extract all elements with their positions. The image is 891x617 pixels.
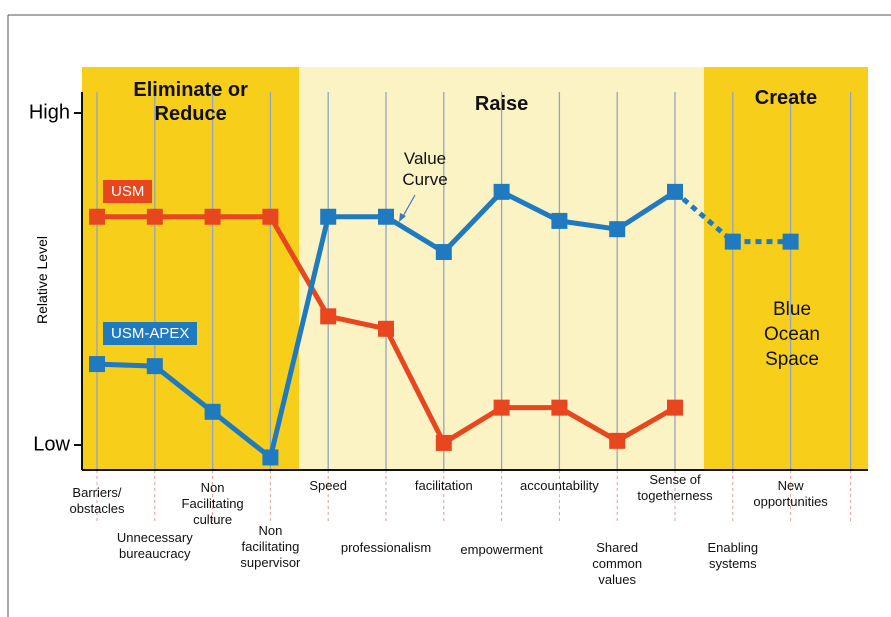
x-tick-label: Enabling systems [707, 540, 759, 571]
series-marker [551, 399, 568, 416]
series-marker [667, 183, 683, 200]
series-marker [667, 399, 683, 416]
series-marker [435, 244, 452, 261]
series-marker [89, 356, 105, 373]
x-tick-label: empowerment [460, 542, 543, 557]
y-tick-label: High [29, 101, 70, 123]
series-marker [378, 320, 394, 337]
series-marker [320, 308, 337, 325]
x-tick-label: facilitation [414, 478, 473, 493]
x-tick-label: New opportunities [753, 478, 828, 509]
section-title: Create [754, 87, 818, 109]
series-marker [262, 449, 279, 466]
series-marker [146, 358, 163, 375]
series-line [673, 189, 791, 245]
legend-entry: USM-APEX [103, 322, 198, 345]
annotation: Value Curve [402, 149, 448, 189]
series-marker [493, 399, 510, 416]
section-band [703, 67, 868, 470]
x-tick-label: Unnecessary bureaucracy [116, 530, 193, 561]
section-title: Raise [474, 93, 529, 115]
section-band [82, 67, 300, 470]
section-title: Eliminate or Reduce [133, 79, 248, 125]
annotation-arrowhead [399, 213, 406, 222]
series-marker [782, 233, 799, 250]
series-marker [609, 221, 626, 238]
series-marker [724, 233, 741, 250]
y-axis-label: Relative Level [34, 236, 50, 324]
x-tick-label: Non facilitating supervisor [240, 523, 301, 570]
series-marker [378, 208, 394, 225]
x-tick-label: Shared common values [592, 540, 643, 587]
series-marker [551, 212, 568, 229]
legend-entry: USM [103, 180, 153, 203]
annotation: Blue Ocean Space [764, 299, 820, 370]
x-tick-label: Sense of togetherness [637, 472, 713, 503]
series-marker [89, 208, 105, 225]
series-marker [493, 183, 510, 200]
x-tick-label: professionalism [340, 540, 432, 555]
x-tick-label: Speed [309, 478, 347, 493]
series-marker [204, 208, 221, 225]
series-marker [609, 432, 626, 449]
x-tick-label: Barriers/ obstacles [69, 485, 125, 516]
series-marker [435, 434, 452, 451]
x-tick-label: accountability [520, 478, 599, 493]
series-marker [146, 208, 163, 225]
series-marker [204, 403, 221, 420]
annotation-arrow [401, 194, 416, 219]
series-marker [320, 208, 337, 225]
series-marker [262, 208, 279, 225]
y-tick-label: Low [33, 433, 70, 455]
x-tick-label: Non Facilitating culture [181, 480, 244, 527]
